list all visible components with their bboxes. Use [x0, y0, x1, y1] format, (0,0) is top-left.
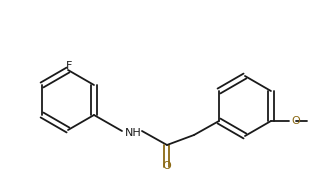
Text: NH: NH	[125, 128, 142, 138]
Text: O: O	[162, 161, 171, 171]
Text: F: F	[66, 61, 72, 71]
Text: O: O	[291, 116, 300, 126]
